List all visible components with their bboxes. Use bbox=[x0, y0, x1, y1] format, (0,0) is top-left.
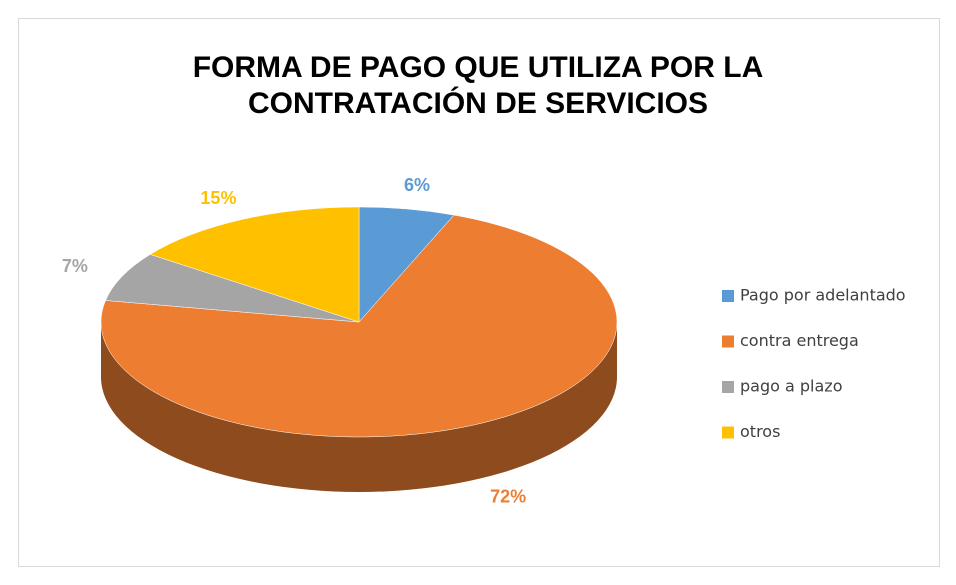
slice bbox=[105, 254, 360, 323]
chart-title: FORMA DE PAGO QUE UTILIZA POR LA CONTRAT… bbox=[192, 51, 764, 120]
legend-swatch bbox=[722, 335, 734, 348]
legend-swatch bbox=[722, 426, 734, 439]
data-label: 72% bbox=[490, 487, 526, 507]
legend-label: pago a plazo bbox=[740, 377, 842, 396]
data-label: 6% bbox=[404, 175, 430, 195]
slice bbox=[149, 206, 360, 323]
legend-label: otros bbox=[740, 422, 780, 441]
legend-swatch bbox=[722, 290, 734, 302]
legend-label: contra entrega bbox=[740, 331, 859, 350]
legend-swatch bbox=[722, 381, 734, 393]
slice bbox=[100, 214, 618, 438]
data-label: 15% bbox=[200, 188, 236, 208]
data-label: 7% bbox=[62, 256, 88, 276]
legend-label: Pago por adelantado bbox=[740, 286, 906, 305]
slice-side bbox=[101, 322, 617, 492]
